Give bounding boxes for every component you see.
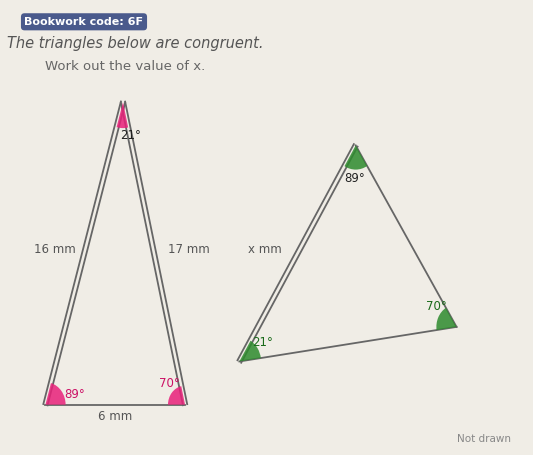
Wedge shape — [437, 308, 457, 330]
Text: x mm: x mm — [248, 243, 282, 256]
Wedge shape — [239, 341, 261, 361]
Text: 17 mm: 17 mm — [168, 243, 210, 256]
Text: 16 mm: 16 mm — [34, 243, 76, 256]
Text: 70°: 70° — [426, 300, 447, 313]
Text: 21°: 21° — [252, 336, 273, 349]
Text: 70°: 70° — [159, 378, 180, 390]
Text: 89°: 89° — [344, 172, 365, 185]
Text: 21°: 21° — [120, 128, 141, 142]
Text: 6 mm: 6 mm — [98, 410, 132, 423]
Text: Not drawn: Not drawn — [457, 434, 511, 444]
Text: The triangles below are congruent.: The triangles below are congruent. — [6, 36, 263, 51]
Wedge shape — [45, 383, 66, 404]
Wedge shape — [344, 146, 367, 170]
Text: 89°: 89° — [64, 388, 85, 401]
Wedge shape — [117, 102, 128, 128]
Text: Work out the value of x.: Work out the value of x. — [45, 60, 206, 73]
Text: Bookwork code: 6F: Bookwork code: 6F — [25, 17, 143, 27]
Wedge shape — [168, 386, 185, 404]
